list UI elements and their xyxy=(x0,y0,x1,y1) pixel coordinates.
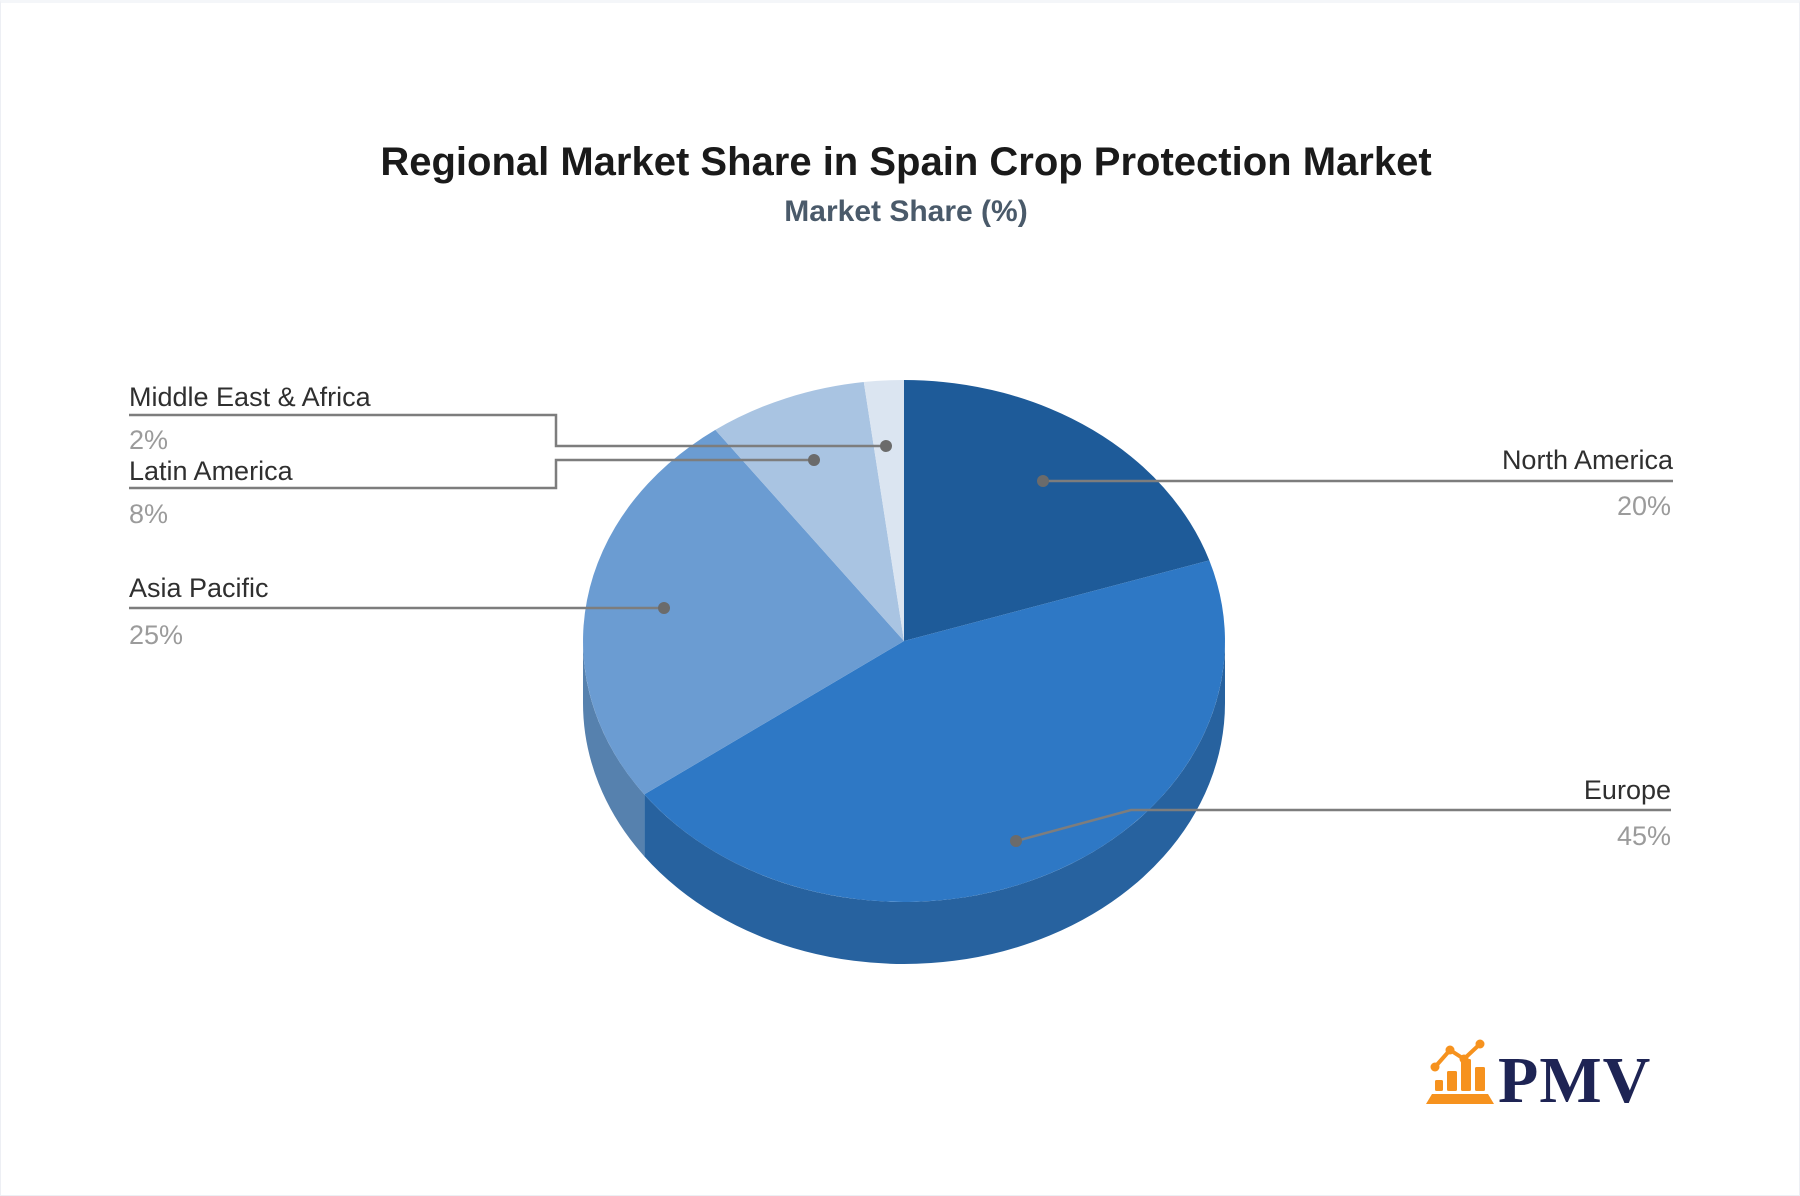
pie-slice-europe[interactable] xyxy=(644,560,1225,902)
label-latin-america: Latin America xyxy=(129,456,294,486)
page-title: Regional Market Share in Spain Crop Prot… xyxy=(380,140,1431,184)
pmv-logo-bar-chart-icon xyxy=(1426,1039,1494,1104)
connector-dot-asia-pacific xyxy=(658,602,670,614)
connector-dot-middle-east-africa xyxy=(880,440,892,452)
percent-europe: 45% xyxy=(1617,821,1671,851)
connector-dot-north-america xyxy=(1037,475,1049,487)
connector-dot-latin-america xyxy=(808,454,820,466)
label-europe: Europe xyxy=(1584,775,1671,805)
pmv-logo-text: PMV xyxy=(1498,1044,1651,1117)
pie-slice-asia-pacific[interactable] xyxy=(583,429,904,795)
label-middle-east-africa: Middle East & Africa xyxy=(129,382,372,412)
percent-asia-pacific: 25% xyxy=(129,620,183,650)
percent-north-america: 20% xyxy=(1617,491,1671,521)
pie-chart: Regional Market Share in Spain Crop Prot… xyxy=(129,140,1674,1117)
connector-dot-europe xyxy=(1010,835,1022,847)
pmv-logo: PMV xyxy=(1426,1039,1651,1117)
connector-europe xyxy=(1015,808,1671,843)
connector-latin-america xyxy=(129,458,814,490)
page-subtitle: Market Share (%) xyxy=(784,195,1027,228)
connector-middle-east-africa xyxy=(129,413,886,448)
pie-slice-north-america[interactable] xyxy=(904,380,1210,641)
pie-side-asia-pacific xyxy=(583,641,645,857)
percent-latin-america: 8% xyxy=(129,499,168,529)
label-north-america: North America xyxy=(1502,445,1674,475)
percent-middle-east-africa: 2% xyxy=(129,425,168,455)
pie-side-europe xyxy=(644,641,1225,964)
label-asia-pacific: Asia Pacific xyxy=(129,573,269,603)
